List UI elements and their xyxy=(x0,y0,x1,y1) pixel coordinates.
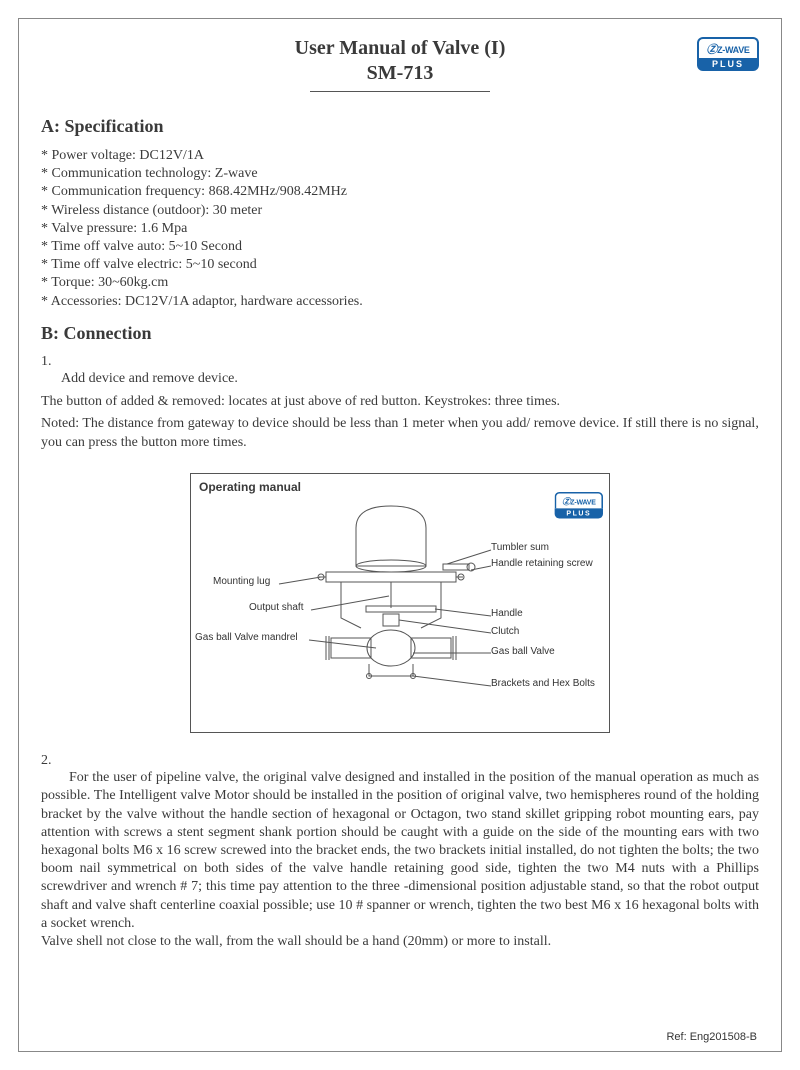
doc-title-1: User Manual of Valve (I) xyxy=(41,37,759,60)
step1-l3: Noted: The distance from gateway to devi… xyxy=(41,415,759,453)
logo-brand-bottom: PLUS xyxy=(697,58,759,71)
logo-brand-top: Z-WAVE xyxy=(717,45,750,55)
page-frame: User Manual of Valve (I) SM-713 ⓏZ-WAVE … xyxy=(18,18,782,1052)
operating-diagram: Operating manual ⓏZ-WAVE PLUS xyxy=(190,473,610,733)
step2-paragraph: For the user of pipeline valve, the orig… xyxy=(41,769,759,933)
step2-number: 2. xyxy=(41,753,759,769)
spec-item: * Accessories: DC12V/1A adaptor, hardwar… xyxy=(41,293,759,311)
footer-ref: Ref: Eng201508-B xyxy=(666,1031,757,1043)
label-mounting-lug: Mounting lug xyxy=(213,576,270,587)
valve-diagram-svg xyxy=(191,498,611,728)
section-a-title: A: Specification xyxy=(41,116,759,137)
spec-item: * Wireless distance (outdoor): 30 meter xyxy=(41,202,759,220)
title-underline xyxy=(310,91,490,92)
label-brackets-hex-bolts: Brackets and Hex Bolts xyxy=(491,678,595,689)
step2-last-line: Valve shell not close to the wall, from … xyxy=(41,933,759,951)
spec-item: * Valve pressure: 1.6 Mpa xyxy=(41,220,759,238)
label-handle: Handle xyxy=(491,608,523,619)
label-output-shaft: Output shaft xyxy=(249,602,303,613)
doc-title-2: SM-713 xyxy=(41,62,759,85)
spec-item: * Power voltage: DC12V/1A xyxy=(41,147,759,165)
label-gas-ball-valve: Gas ball Valve xyxy=(491,646,555,657)
section-b-title: B: Connection xyxy=(41,323,759,344)
spec-item: * Communication technology: Z-wave xyxy=(41,165,759,183)
label-handle-retaining-screw: Handle retaining screw xyxy=(491,558,593,569)
step2-body: the manual operation as much as possible… xyxy=(41,770,759,931)
label-gas-ball-valve-mandrel: Gas ball Valve mandrel xyxy=(195,632,298,643)
step2-indent-line: For the user of pipeline valve, the orig… xyxy=(69,770,570,785)
diagram-title: Operating manual xyxy=(199,480,601,494)
step1-number: 1. xyxy=(41,354,759,370)
step1-l1: Add device and remove device. xyxy=(41,370,759,389)
step1-l2: The button of added & removed: locates a… xyxy=(41,393,759,412)
spec-item: * Time off valve electric: 5~10 second xyxy=(41,256,759,274)
spec-item: * Communication frequency: 868.42MHz/908… xyxy=(41,183,759,201)
label-tumbler-sum: Tumbler sum xyxy=(491,542,549,553)
header: User Manual of Valve (I) SM-713 ⓏZ-WAVE … xyxy=(41,37,759,92)
label-clutch: Clutch xyxy=(491,626,519,637)
spec-item: * Torque: 30~60kg.cm xyxy=(41,274,759,292)
spec-list: * Power voltage: DC12V/1A * Communicatio… xyxy=(41,147,759,311)
spec-item: * Time off valve auto: 5~10 Second xyxy=(41,238,759,256)
zwave-logo: ⓏZ-WAVE PLUS xyxy=(697,37,759,72)
